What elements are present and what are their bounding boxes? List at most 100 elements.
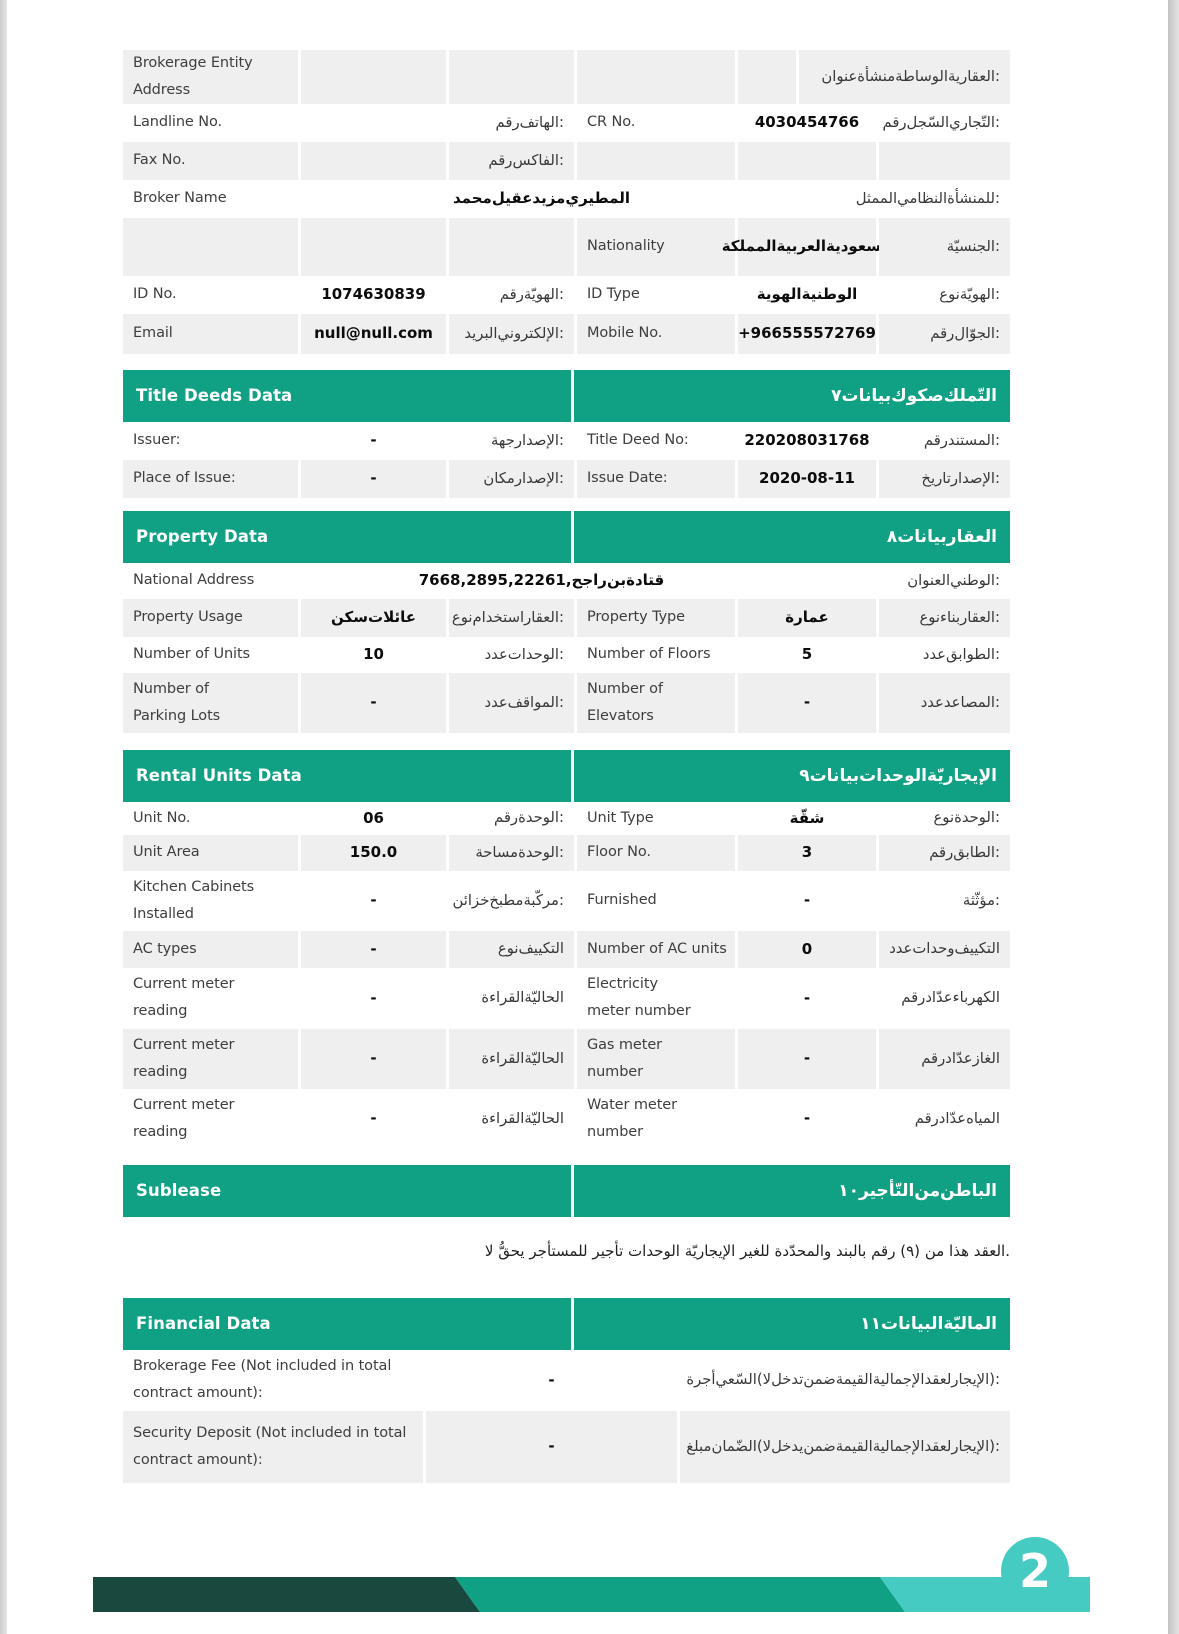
- field-label-ar: عدد وحدات التكييف: [879, 930, 1010, 968]
- section-title-en: Rental Units Data: [123, 749, 571, 802]
- field-label-ar: عدد الوحدات:: [484, 645, 564, 663]
- field-value: 1074630839: [321, 285, 426, 304]
- field-label-en: Kitchen Cabinets Installed: [133, 878, 255, 922]
- field-value: 10: [363, 645, 384, 664]
- field-label-en: [577, 141, 735, 180]
- field-value: -: [370, 891, 377, 910]
- field-value: 7668, 2895, 22261, راجح بن قتادة: [418, 571, 665, 590]
- section-title-en: Title Deeds Data: [123, 369, 571, 422]
- field-label-ar: رقم الفاكس:: [449, 141, 574, 180]
- field-label-en: Issuer:: [133, 432, 181, 449]
- field-label-ar: رقم المستند:: [923, 431, 1000, 449]
- screen-edge-right[interactable]: [1168, 0, 1179, 1634]
- field-label-ar: [449, 217, 574, 276]
- field-label-ar: القراءة الحاليّة: [481, 1109, 564, 1127]
- field-value: 0: [738, 930, 876, 968]
- table-row: ID No. 1074630839 رقم الهويّة: ID Type ا…: [123, 276, 1010, 314]
- field-label-en: Floor No.: [577, 834, 735, 871]
- contract-content: Brokerage Entity Address عنوان منشأة الو…: [123, 50, 1010, 1483]
- field-value: -: [301, 1028, 446, 1089]
- table-row: Email null@null.com البريد الإلكتروني: M…: [123, 313, 1010, 354]
- footer-ribbon-dark-segment: [93, 1577, 480, 1612]
- field-label-ar: القراءة الحاليّة: [481, 989, 564, 1007]
- field-label-en: Place of Issue:: [123, 459, 298, 498]
- table-row: Landline No. رقم الهاتف: CR No. 40304547…: [123, 104, 1010, 142]
- field-label-en: Mobile No.: [577, 313, 735, 354]
- field-label-ar: رقم الوحدة:: [493, 809, 564, 827]
- field-value: -: [301, 930, 446, 968]
- table-row: Fax No. رقم الفاكس:: [123, 141, 1010, 180]
- field-label-ar: [879, 141, 1010, 180]
- field-label-en: ID Type: [587, 286, 640, 303]
- field-label-ar: عدد المصاعد:: [879, 672, 1010, 733]
- section-title-ar: ٧ بيانات صكوك التّملك: [574, 369, 1010, 422]
- field-value: 5: [801, 645, 813, 664]
- field-value: -: [370, 431, 377, 450]
- field-label-en: Landline No.: [133, 114, 223, 131]
- field-label-en: Number of Parking Lots: [123, 672, 298, 733]
- section-property-data: Property Data ٨ بيانات العقار National A…: [123, 510, 1010, 733]
- field-label-en: Current meter reading: [123, 1028, 298, 1089]
- table-row: National Address 7668, 2895, 22261, راجح…: [123, 563, 1010, 599]
- field-label-ar: نوع الوحدة:: [933, 809, 1000, 827]
- broker-info-table: Brokerage Entity Address عنوان منشأة الو…: [123, 50, 1010, 354]
- sublease-clause-text: لا يحقُّ للمستأجر تأجير الوحدات الإيجاري…: [484, 1241, 1010, 1260]
- field-label-ar: تاريخ الإصدار:: [879, 459, 1010, 498]
- field-label-en: AC types: [123, 930, 298, 968]
- footer-ribbon: [93, 1577, 1090, 1612]
- field-label-ar: جهة الإصدار:: [490, 431, 564, 449]
- field-label-en: Brokerage Fee (Not included in total con…: [133, 1358, 392, 1402]
- section-title-ar: ٩ بيانات الوحدات الإيجاريّة: [574, 749, 1010, 802]
- field-value: 150.0: [301, 834, 446, 871]
- field-label-en: Unit Area: [123, 834, 298, 871]
- field-value: +966555572769: [738, 313, 876, 354]
- field-label-en: Number of AC units: [577, 930, 735, 968]
- field-label-en: Fax No.: [123, 141, 298, 180]
- field-label-en: Number of Floors: [587, 646, 711, 663]
- field-label-ar: رقم عدّاد الكهرباء: [901, 989, 1000, 1007]
- section-header: Property Data ٨ بيانات العقار: [123, 510, 1010, 563]
- field-value: -: [301, 459, 446, 498]
- field-value: 2020-08-11: [738, 459, 876, 498]
- table-row: Property Usage سكن عائلات نوع استخدام ال…: [123, 598, 1010, 637]
- field-value: -: [803, 1109, 811, 1128]
- field-value: شقّة: [789, 808, 825, 827]
- section-title-en: Property Data: [123, 510, 571, 563]
- field-value: [738, 141, 876, 180]
- field-value: 220208031768: [744, 431, 870, 450]
- field-label-en: ID No.: [133, 286, 177, 303]
- section-title-ar: ١٠ التّأجير من الباطن: [574, 1164, 1010, 1217]
- field-value: 4030454766: [754, 113, 860, 132]
- field-label-en: Water meter number: [587, 1096, 677, 1140]
- table-row: Place of Issue: - مكان الإصدار: Issue Da…: [123, 459, 1010, 498]
- footer-ribbon-mid-segment: [455, 1577, 905, 1612]
- field-label-en: Number of Elevators: [577, 672, 735, 733]
- field-label-en: Brokerage Entity Address: [123, 50, 298, 104]
- section-header: Financial Data ١١ البيانات الماليّة: [123, 1297, 1010, 1350]
- table-row: Unit No. 06 رقم الوحدة: Unit Type شقّة ن…: [123, 802, 1010, 835]
- field-value: الهوية الوطنية: [756, 285, 858, 304]
- field-value: null@null.com: [301, 313, 446, 354]
- field-label-ar: عنوان منشأة الوساطة العقارية:: [799, 50, 1010, 104]
- table-row: Nationality المملكة العربية السعودية الج…: [123, 217, 1010, 276]
- field-label-ar: عدد الطوابق:: [922, 645, 1000, 663]
- page-number-bubble: 2: [1001, 1537, 1069, 1605]
- field-label-ar: رقم السّجل التّجاري:: [882, 113, 1000, 131]
- section-header: Rental Units Data ٩ بيانات الوحدات الإيج…: [123, 749, 1010, 802]
- field-label-ar: رقم الجوّال:: [879, 313, 1010, 354]
- field-label-ar: الممثل النظامي للمنشأة:: [855, 189, 1000, 207]
- table-row: Number of Units 10 عدد الوحدات: Number o…: [123, 637, 1010, 673]
- field-value: [301, 141, 446, 180]
- field-label-en: Unit Type: [587, 809, 654, 826]
- field-label-en: Unit No.: [133, 809, 191, 826]
- page-number: 2: [1018, 1544, 1051, 1598]
- table-row: Issuer: - جهة الإصدار: Title Deed No: 22…: [123, 422, 1010, 460]
- field-label-ar: نوع استخدام العقار:: [449, 598, 574, 637]
- table-row: Current meter reading - القراءة الحاليّة…: [123, 1028, 1010, 1089]
- field-value: -: [370, 988, 377, 1007]
- field-label-ar: نوع التكييف: [449, 930, 574, 968]
- section-title-en: Financial Data: [123, 1297, 571, 1350]
- table-row: AC types - نوع التكييف Number of AC unit…: [123, 930, 1010, 968]
- field-label-en: [123, 217, 298, 276]
